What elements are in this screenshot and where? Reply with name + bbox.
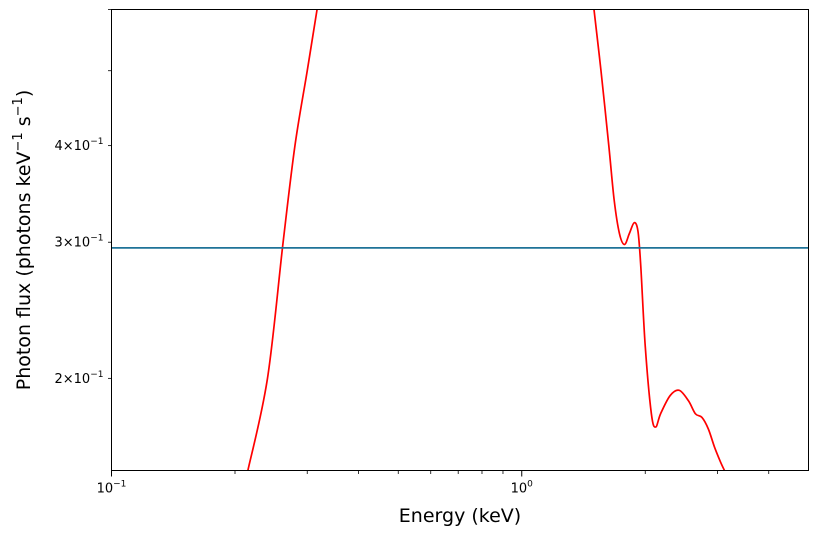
series-layer <box>111 9 809 471</box>
y-axis-label: Photon flux (photons keV−1 s−1) <box>11 90 35 391</box>
x-tick-label: 10−1 <box>97 480 127 497</box>
ticks-layer: 10−1 100 2×10−1 3×10−1 4×10−1 <box>55 9 770 497</box>
y-tick-label: 3×10−1 <box>55 234 104 251</box>
x-tick-label: 100 <box>511 480 534 497</box>
y-tick-label: 4×10−1 <box>55 137 104 154</box>
series-0-line-1 <box>593 9 726 471</box>
x-axis-label: Energy (keV) <box>399 505 521 527</box>
plot-frame <box>111 9 809 471</box>
y-tick-label: 2×10−1 <box>55 370 104 387</box>
series-0-line-0 <box>247 9 318 471</box>
